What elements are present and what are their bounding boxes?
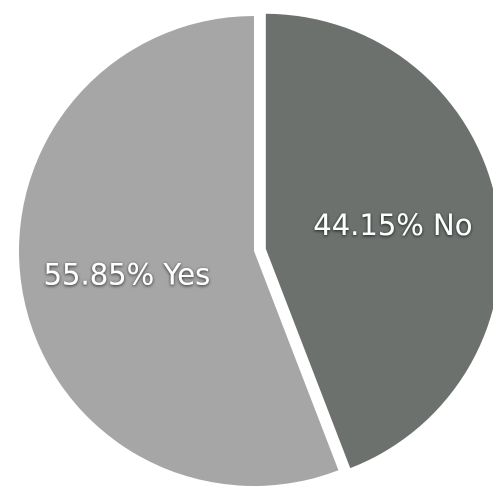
slice-label-no: 44.15% No xyxy=(313,208,472,242)
pie-slice-no xyxy=(265,13,493,469)
slice-label-yes: 55.85% Yes xyxy=(44,258,211,292)
pie-slice-yes xyxy=(19,16,339,486)
slices-layer xyxy=(19,13,493,486)
labels-layer: 44.15% No 55.85% Yes xyxy=(44,208,473,291)
